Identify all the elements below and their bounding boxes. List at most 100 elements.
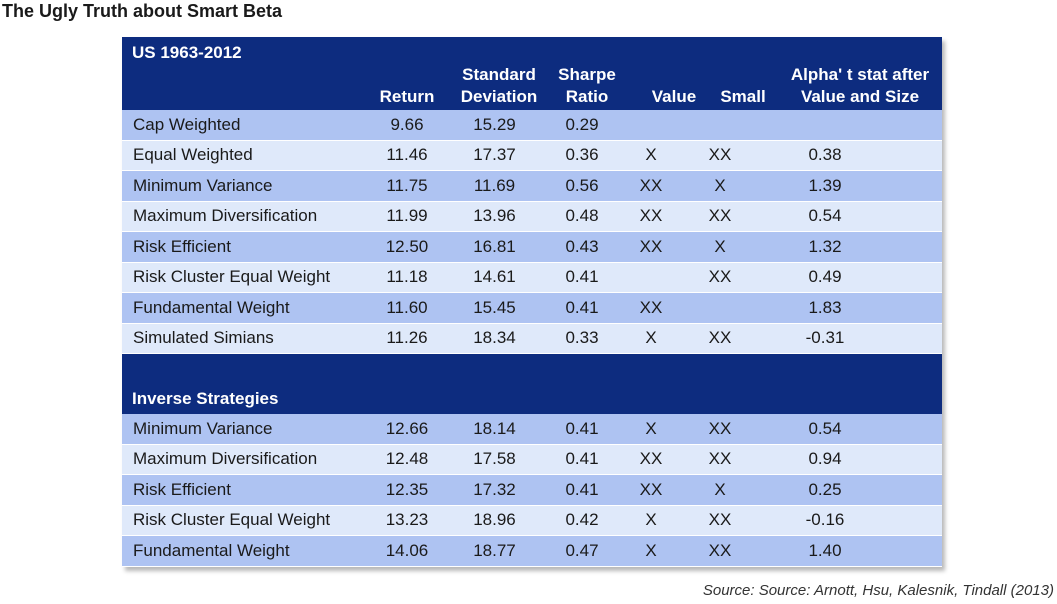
cell-small: X [714,175,726,195]
cell-return: 11.26 [386,328,428,348]
cell-sharpe: 0.42 [565,510,599,530]
cell-alpha: 0.94 [808,449,842,469]
cell-return: 9.66 [390,114,424,134]
table-row: Fundamental Weight 14.06 18.77 0.47 X XX 1.40 [122,536,942,567]
cell-value: XX [639,206,663,226]
cell-alpha: 1.40 [808,540,842,560]
column-header-return: Return [372,86,442,108]
strategy-name: Equal Weighted [133,145,253,165]
cell-return: 11.18 [386,267,428,287]
cell-return: 12.35 [385,479,429,499]
cell-sharpe: 0.36 [565,145,599,165]
cell-return: 13.23 [385,510,429,530]
cell-value: XX [639,175,663,195]
cell-sharpe: 0.47 [565,540,599,560]
strategy-name: Maximum Diversification [133,206,318,226]
cell-return: 12.48 [385,449,429,469]
cell-small: XX [708,206,732,226]
cell-return: 12.50 [385,236,429,256]
strategy-name: Cap Weighted [133,114,241,134]
cell-value: X [645,510,657,530]
cell-std-dev: 18.14 [473,418,516,438]
section-header: US 1963-2012 Return Standard Deviation Sharp… [122,37,942,110]
cell-return: 12.66 [385,418,429,438]
column-header-line: Alpha' t stat after [790,65,930,84]
cell-small: XX [708,418,732,438]
cell-std-dev: 14.61 [473,267,516,287]
cell-small: XX [708,510,732,530]
table-row: Risk Efficient 12.50 16.81 0.43 XX X 1.32 [122,232,942,263]
cell-alpha: 0.54 [808,418,842,438]
cell-std-dev: 16.81 [473,236,516,256]
cell-std-dev: 15.45 [473,297,516,317]
cell-return: 11.99 [386,206,428,226]
column-header-line: Ratio [565,87,609,106]
strategy-name: Risk Efficient [133,479,231,499]
column-header-line: Standard [462,65,536,84]
strategy-name: Risk Efficient [133,236,231,256]
cell-small: XX [708,267,732,287]
cell-return: 14.06 [385,540,429,560]
table-row: Risk Cluster Equal Weight 13.23 18.96 0.42 X… [122,505,942,536]
cell-small: XX [708,328,732,348]
cell-value: X [645,145,657,165]
cell-sharpe: 0.41 [565,418,599,438]
column-header-line: Deviation [460,87,538,106]
strategy-name: Risk Cluster Equal Weight [133,267,331,287]
cell-alpha: 0.54 [808,206,842,226]
cell-sharpe: 0.33 [565,328,599,348]
cell-std-dev: 18.34 [473,328,516,348]
cell-sharpe: 0.56 [565,175,599,195]
table-row: Equal Weighted 11.46 17.37 0.36 X XX 0.38 [122,140,942,171]
cell-sharpe: 0.41 [565,479,599,499]
strategy-name: Simulated Simians [133,328,274,348]
cell-return: 11.60 [386,297,428,317]
column-header-line: Sharpe [558,65,616,84]
strategy-name: Risk Cluster Equal Weight [133,510,331,530]
cell-alpha: 1.83 [808,297,842,317]
cell-std-dev: 18.77 [473,540,516,560]
cell-sharpe: 0.48 [565,206,599,226]
cell-value: XX [639,236,663,256]
cell-value: X [645,540,657,560]
cell-sharpe: 0.41 [565,297,599,317]
source-citation: Source: Source: Arnott, Hsu, Kalesnik, T… [702,582,1054,599]
table-row: Fundamental Weight 11.60 15.45 0.41 XX 1.83 [122,293,942,324]
cell-std-dev: 17.58 [473,449,516,469]
cell-sharpe: 0.43 [565,236,599,256]
column-header-small: Small [708,86,778,108]
cell-value: X [645,328,657,348]
table-row: Risk Cluster Equal Weight 11.18 14.61 0.41 X… [122,262,942,293]
cell-small: XX [708,145,732,165]
cell-alpha: 0.25 [808,479,842,499]
table-row: Simulated Simians 11.26 18.34 0.33 X XX -0.31 [122,323,942,354]
column-header-line: Small [720,87,766,106]
section-title: US 1963-2012 [132,43,242,62]
cell-std-dev: 15.29 [473,114,516,134]
cell-alpha: -0.31 [805,328,845,348]
section-title: Inverse Strategies [132,389,279,408]
column-header-line: Return [379,87,435,106]
page-title: The Ugly Truth about Smart Beta [2,1,283,21]
cell-std-dev: 18.96 [473,510,516,530]
table-row: Maximum Diversification 12.48 17.58 0.41 XX X… [122,444,942,475]
cell-sharpe: 0.41 [565,449,599,469]
cell-std-dev: 17.32 [473,479,516,499]
cell-return: 11.75 [386,175,428,195]
cell-alpha: -0.16 [805,510,845,530]
table-row: Minimum Variance 11.75 11.69 0.56 XX X 1.39 [122,171,942,202]
cell-value: XX [639,297,663,317]
strategy-name: Minimum Variance [133,418,273,438]
cell-value: X [645,418,657,438]
column-header-std-dev: Standard Deviation [447,64,552,108]
cell-alpha: 0.49 [808,267,842,287]
cell-std-dev: 17.37 [473,145,516,165]
cell-value: XX [639,479,663,499]
data-table: US 1963-2012 Return Standard Deviation Sharp… [122,37,942,567]
strategy-name: Maximum Diversification [133,449,318,469]
column-header-line: Value [651,87,697,106]
strategy-name: Fundamental Weight [133,297,290,317]
section-header: Inverse Strategies [122,354,942,414]
table-row: Cap Weighted 9.66 15.29 0.29 [122,110,942,141]
cell-alpha: 1.39 [808,175,842,195]
